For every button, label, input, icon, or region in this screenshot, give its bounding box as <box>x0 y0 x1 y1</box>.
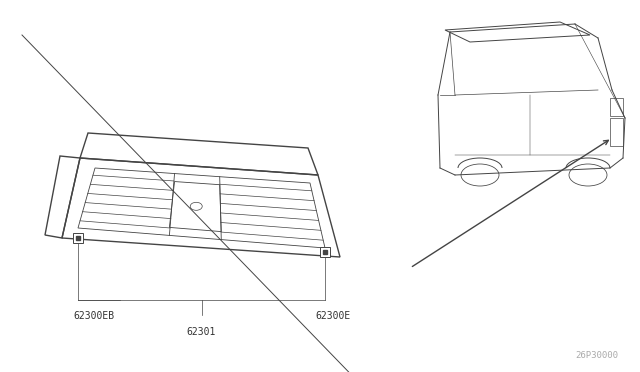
Bar <box>320 247 330 257</box>
Text: 62301: 62301 <box>187 327 216 337</box>
Text: 62300E: 62300E <box>315 311 350 321</box>
Bar <box>73 233 83 243</box>
Text: 26P30000: 26P30000 <box>575 351 618 360</box>
Bar <box>610 98 623 116</box>
Text: 62300EB: 62300EB <box>73 311 114 321</box>
Bar <box>610 118 623 146</box>
